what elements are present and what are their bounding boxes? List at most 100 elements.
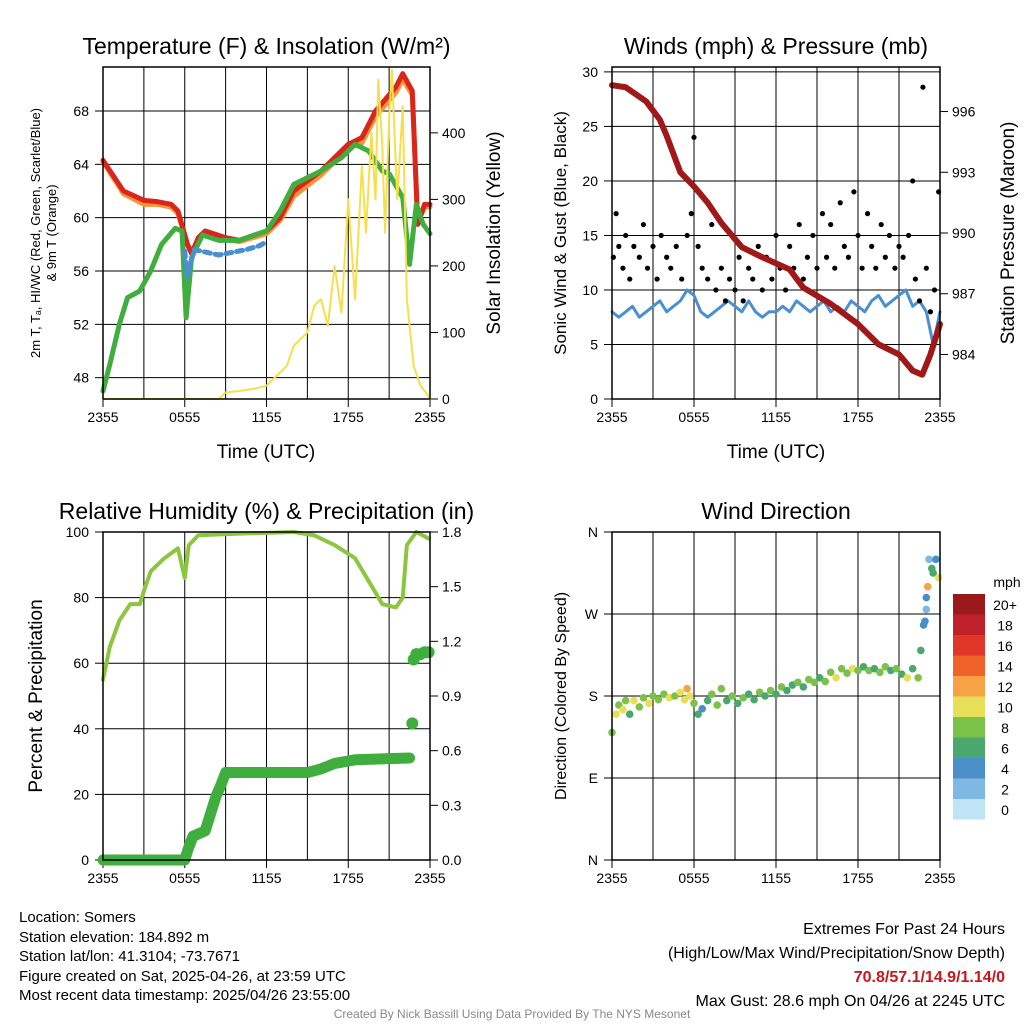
gust-point <box>800 276 806 282</box>
gust-point <box>869 243 875 249</box>
y-tick-label: 52 <box>73 316 89 332</box>
y-tick-label: 68 <box>73 103 89 119</box>
legend-swatch <box>953 696 985 717</box>
direction-point <box>744 690 753 698</box>
direction-point <box>723 696 731 705</box>
x-tick-label: 0555 <box>678 409 709 425</box>
y-right-tick-label: 0.9 <box>442 688 462 704</box>
gust-point <box>912 276 919 282</box>
gust-point <box>691 134 697 140</box>
gust-point <box>787 243 793 249</box>
legend-swatch <box>953 655 985 676</box>
legend-label: 12 <box>997 679 1013 695</box>
gust-point <box>845 254 852 260</box>
direction-point <box>876 668 884 677</box>
x-axis-label: Time (UTC) <box>217 442 316 463</box>
direction-point <box>929 569 937 577</box>
direction-point <box>821 677 829 686</box>
gust-point <box>886 232 893 239</box>
gust-point <box>851 189 857 195</box>
direction-point <box>921 617 929 626</box>
y-axis-label: Percent & Precipitation <box>26 599 47 792</box>
x-tick-label: 2355 <box>924 870 955 886</box>
y-right-tick-label: 0.3 <box>442 797 462 813</box>
gust-point <box>631 243 637 249</box>
gust-point <box>627 276 633 282</box>
legend-label: 0 <box>1001 802 1009 818</box>
direction-point <box>625 710 634 719</box>
legend-swatch <box>953 676 985 697</box>
series-insolation <box>102 68 431 400</box>
direction-point <box>932 555 940 564</box>
gust-point <box>679 276 685 282</box>
station-info: Location: Somers Station elevation: 184.… <box>19 908 350 1006</box>
recent-timestamp: Most recent data timestamp: 2025/04/26 2… <box>19 987 351 1004</box>
direction-point <box>621 696 630 705</box>
y-right-axis-label: Solar Insolation (Yellow) <box>484 131 505 334</box>
legend-swatch <box>953 614 985 635</box>
plot-frame <box>611 531 941 861</box>
y-right-tick-label: 993 <box>952 164 976 180</box>
y-tick-label: 10 <box>582 282 598 298</box>
legend-swatch <box>953 799 985 820</box>
direction-point <box>881 663 890 671</box>
direction-point <box>897 670 906 678</box>
x-tick-label: 0555 <box>169 870 200 886</box>
gust-point <box>709 221 715 228</box>
gust-point <box>736 254 742 260</box>
legend-label: 2 <box>1001 782 1009 798</box>
gust-point <box>916 298 923 304</box>
y-axis-label: 2m T, Tₐ, HI/WC (Red, Green, Scarlet/Blu… <box>28 108 43 358</box>
legend-swatch <box>953 737 985 758</box>
direction-point <box>766 686 775 695</box>
gust-point <box>613 211 619 217</box>
y-right-tick-label: 200 <box>442 258 466 274</box>
y-right-tick-label: 984 <box>952 346 976 362</box>
y-tick-label: 20 <box>582 173 598 189</box>
max-gust: Max Gust: 28.6 mph On 04/26 at 2245 UTC <box>695 993 1006 1010</box>
gust-point <box>810 232 816 239</box>
gust-point <box>740 298 746 304</box>
y-right-tick-label: 0.0 <box>442 852 462 868</box>
y-right-tick-label: 100 <box>442 324 466 340</box>
gust-point <box>814 265 820 271</box>
direction-point <box>917 646 925 655</box>
series-wc <box>182 239 269 281</box>
y-tick-label: 64 <box>73 156 89 172</box>
credit: Created By Nick Bassill Using Data Provi… <box>333 1007 691 1021</box>
extremes-values: 70.8/57.1/14.9/1.14/0 <box>853 969 1005 986</box>
plot-frame <box>611 66 941 400</box>
x-tick-label: 1755 <box>842 409 873 425</box>
direction-point <box>923 582 932 591</box>
gust-point <box>796 221 802 228</box>
series-pressure <box>609 82 943 378</box>
elevation: Station elevation: 184.892 m <box>19 928 210 946</box>
direction-point <box>810 678 819 687</box>
extremes-subtitle: (High/Low/Max Wind/Precipitation/Snow De… <box>667 945 1005 962</box>
gust-point <box>923 265 929 271</box>
direction-point <box>799 683 808 691</box>
gust-point <box>804 254 811 260</box>
direction-point <box>717 684 726 693</box>
direction-point <box>690 699 698 708</box>
gust-point <box>640 221 647 228</box>
x-tick-label: 1155 <box>761 870 791 886</box>
gust-point <box>699 265 705 271</box>
direction-point <box>645 699 653 708</box>
gust-point <box>859 265 865 271</box>
direction-point <box>903 673 911 682</box>
gust-point <box>882 254 888 260</box>
legend-label: 20+ <box>993 597 1017 613</box>
x-tick-label: 1155 <box>761 409 791 425</box>
y-tick-label: 25 <box>582 118 598 134</box>
direction-point <box>649 692 657 700</box>
y-tick-label: 30 <box>582 64 598 80</box>
gust-point <box>823 254 830 260</box>
y-tick-label: 60 <box>73 655 89 671</box>
direction-point <box>832 673 840 682</box>
series-rh <box>101 530 431 682</box>
direction-point <box>698 704 706 713</box>
gust-point <box>755 243 761 249</box>
